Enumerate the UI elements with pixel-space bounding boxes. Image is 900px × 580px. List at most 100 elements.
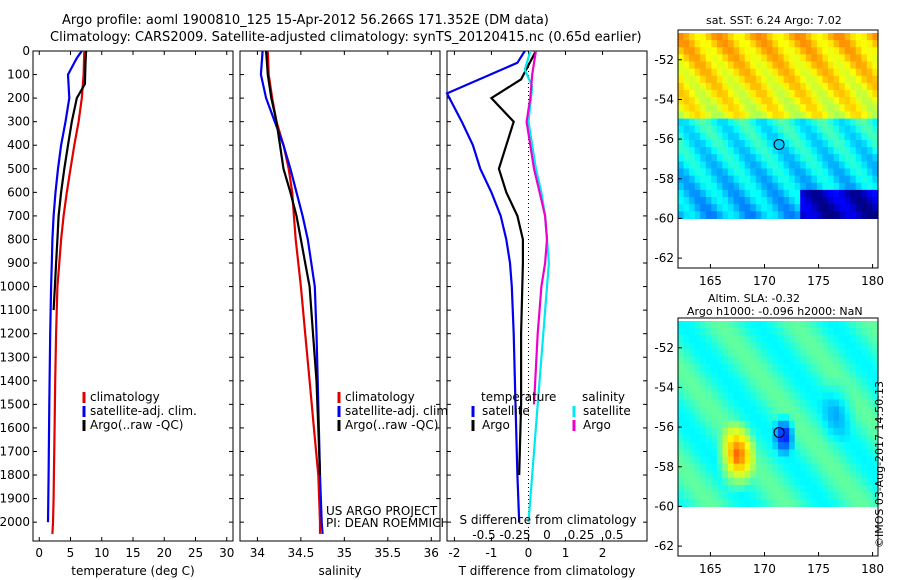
map-cell [844, 118, 851, 127]
map-cell [761, 204, 768, 212]
map-cell [750, 413, 757, 422]
map-cell [872, 385, 879, 393]
map-y-tick-label: -58 [654, 460, 674, 474]
map-cell [766, 420, 774, 429]
map-cell [705, 68, 712, 77]
map-cell [711, 477, 718, 486]
map-cell [722, 406, 729, 415]
map-cell [816, 335, 824, 343]
map-cell [689, 349, 696, 358]
map-cell [711, 154, 718, 162]
map-cell [800, 125, 807, 134]
map-cell [839, 97, 846, 105]
map-cell [722, 197, 729, 205]
map-cell [744, 132, 751, 141]
map-cell [678, 132, 685, 141]
map-cell [705, 75, 712, 84]
map-cell [778, 104, 785, 112]
map-cell [772, 321, 779, 329]
map-cell [778, 470, 785, 479]
series-line-difference-1 [489, 50, 537, 476]
map-cell [683, 499, 690, 507]
map-cell [733, 406, 740, 415]
map-cell [828, 197, 835, 205]
map-cell [772, 335, 779, 343]
map-cell [783, 90, 790, 98]
map-cell [833, 435, 840, 443]
map-cell [766, 328, 774, 336]
map-cell [683, 420, 690, 429]
map-cell [689, 428, 696, 436]
map-cell [683, 463, 690, 472]
map-cell [800, 456, 807, 465]
map-cell [828, 68, 835, 77]
map-cell [716, 335, 724, 343]
map-cell [711, 182, 718, 191]
map-cell [833, 175, 840, 184]
map-cell [739, 54, 746, 63]
map-cell [861, 211, 868, 219]
map-cell [755, 182, 762, 191]
map-cell [805, 492, 812, 500]
map-cell [850, 82, 857, 91]
map-cell [728, 342, 735, 351]
map-cell [683, 47, 690, 55]
map-cell [761, 211, 768, 219]
map-cell [766, 197, 774, 205]
map-cell [850, 197, 857, 205]
map-cell [828, 413, 835, 422]
map-cell [728, 406, 735, 415]
map-cell [778, 175, 785, 184]
map-cell [700, 211, 707, 219]
map-cell [839, 140, 846, 148]
legend-label: Argo [583, 418, 611, 432]
map-cell [811, 499, 818, 507]
map-cell [705, 342, 712, 351]
map-cell [789, 385, 796, 393]
map-cell [844, 68, 851, 77]
map-cell [855, 168, 862, 177]
map-cell [789, 435, 796, 443]
map-cell [678, 477, 685, 486]
map-cell [800, 463, 807, 472]
map-cell [733, 161, 740, 170]
map-cell [783, 154, 790, 162]
map-cell [772, 111, 779, 120]
map-cell [700, 328, 707, 336]
map-cell [855, 75, 862, 84]
map-cell [766, 413, 774, 422]
map-cell [722, 477, 729, 486]
map-cell [811, 125, 818, 134]
map-cell [800, 477, 807, 486]
map-cell [833, 154, 840, 162]
map-cell [789, 97, 796, 105]
map-cell [772, 342, 779, 351]
map-cell [700, 104, 707, 112]
map-cell [722, 118, 729, 127]
map-cell [783, 442, 790, 450]
map-cell [772, 477, 779, 486]
map-cell [850, 342, 857, 351]
map-cell [739, 168, 746, 177]
map-cell [778, 118, 785, 127]
map-cell [866, 154, 874, 162]
map-cell [766, 47, 774, 55]
map-cell [733, 349, 740, 358]
map-cell [705, 442, 712, 450]
map-cell [839, 335, 846, 343]
map-cell [761, 90, 768, 98]
y-tick-label: 600 [7, 185, 30, 199]
map-cell [861, 449, 868, 458]
map-cell [739, 470, 746, 479]
map-cell [822, 499, 829, 507]
map-cell [728, 211, 735, 219]
map-cell [850, 328, 857, 336]
map-cell [722, 90, 729, 98]
map-cell [778, 33, 785, 41]
map-cell [755, 75, 762, 84]
map-cell [861, 349, 868, 358]
map-cell [744, 182, 751, 191]
map-cell [739, 442, 746, 450]
map-cell [778, 442, 785, 450]
map-cell [811, 33, 818, 41]
